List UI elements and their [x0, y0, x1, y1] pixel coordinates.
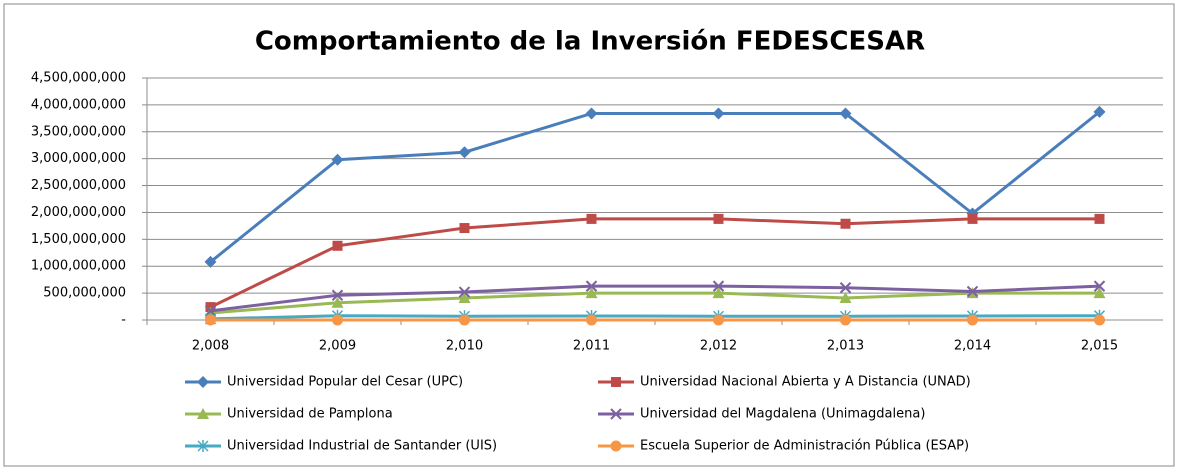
data-point — [839, 282, 852, 294]
y-tick-label: - — [121, 313, 126, 328]
y-tick-label: 500,000,000 — [43, 286, 126, 301]
series-line — [209, 110, 1101, 264]
y-tick-label: 4,000,000,000 — [31, 97, 126, 112]
y-tick-label: 2,500,000,000 — [31, 178, 126, 193]
x-tick-label: 2,010 — [446, 339, 483, 354]
data-point — [332, 240, 343, 251]
chart-title: Comportamiento de la Inversión FEDESCESA… — [255, 27, 925, 57]
data-point — [967, 213, 978, 224]
y-tick-label: 4,500,000,000 — [31, 71, 126, 86]
data-point — [1094, 314, 1105, 326]
data-point — [204, 305, 217, 317]
data-point — [458, 286, 471, 298]
data-point — [1093, 105, 1106, 118]
series-line — [210, 314, 1100, 321]
data-point — [459, 223, 470, 234]
y-tick-label: 1,000,000,000 — [31, 259, 126, 274]
data-point — [1093, 280, 1106, 292]
data-point — [840, 218, 851, 229]
series-line — [209, 217, 1100, 309]
data-point — [840, 314, 851, 326]
y-tick-label: 3,500,000,000 — [31, 124, 126, 139]
legend-marker — [197, 440, 209, 452]
y-tick-label: 1,500,000,000 — [31, 232, 126, 247]
data-point — [712, 107, 725, 120]
data-point — [712, 280, 725, 292]
y-tick-label: 2,000,000,000 — [31, 205, 126, 220]
legend-label: Universidad del Magdalena (Unimagdalena) — [640, 407, 925, 422]
data-point — [585, 107, 598, 120]
data-point — [586, 314, 597, 326]
data-point — [713, 314, 724, 326]
data-point — [331, 296, 344, 308]
data-point — [712, 287, 725, 299]
data-point — [458, 291, 471, 303]
data-point — [586, 213, 597, 224]
x-tick-label: 2,011 — [573, 339, 610, 354]
legend-marker — [610, 408, 622, 420]
data-point — [839, 291, 852, 303]
data-point — [332, 314, 343, 326]
y-tick-label: 3,000,000,000 — [31, 151, 126, 166]
legend-label: Universidad de Pamplona — [227, 407, 393, 422]
legend-label: Universidad Popular del Cesar (UPC) — [227, 375, 463, 390]
x-tick-label: 2,014 — [954, 339, 991, 354]
legend-label: Universidad Nacional Abierta y A Distanc… — [640, 375, 971, 390]
legend-marker — [197, 376, 209, 388]
data-point — [585, 280, 598, 292]
data-point — [1093, 287, 1106, 299]
series-line — [210, 291, 1100, 315]
data-point — [585, 287, 598, 299]
data-point — [966, 285, 979, 298]
legend-label: Escuela Superior de Administración Públi… — [640, 439, 969, 454]
series-line — [210, 284, 1100, 313]
data-point — [713, 213, 724, 224]
data-point — [839, 107, 852, 120]
legend-marker — [611, 377, 621, 387]
data-point — [331, 289, 344, 301]
legend-label: Universidad Industrial de Santander (UIS… — [227, 439, 497, 454]
x-tick-label: 2,015 — [1081, 339, 1118, 354]
x-tick-label: 2,012 — [700, 339, 737, 354]
chart-frame — [3, 3, 1175, 467]
data-point — [331, 153, 344, 166]
data-point — [205, 314, 216, 326]
data-point — [1094, 213, 1105, 224]
data-point — [204, 255, 217, 268]
x-tick-label: 2,013 — [827, 339, 864, 354]
x-tick-label: 2,009 — [319, 339, 356, 354]
legend-marker — [610, 440, 622, 452]
data-point — [967, 314, 978, 326]
data-point — [458, 146, 471, 159]
legend-marker — [197, 408, 209, 419]
data-point — [459, 314, 470, 326]
x-tick-label: 2,008 — [192, 339, 229, 354]
